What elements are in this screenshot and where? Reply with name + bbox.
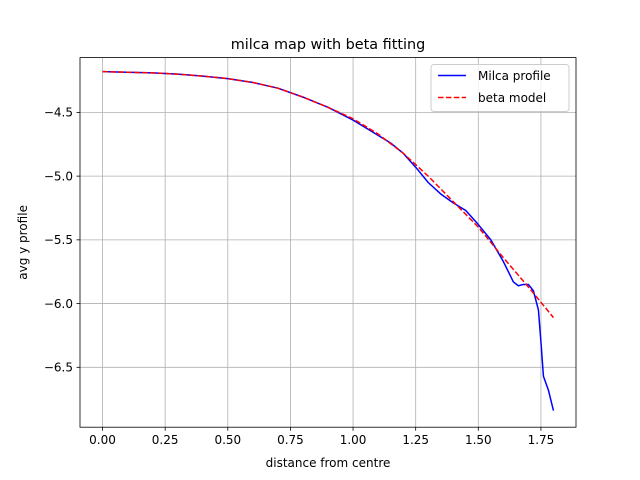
y-tick-label: −5.0 [44, 169, 73, 183]
x-tick-label: 1.00 [340, 433, 367, 447]
y-axis: −4.5 −5.0 −5.5 −6.0 −6.5 [44, 106, 80, 374]
x-tick-label: 1.50 [465, 433, 492, 447]
y-tick-label: −5.5 [44, 233, 73, 247]
y-tick-label: −6.5 [44, 360, 73, 374]
x-tick-label: 1.75 [528, 433, 555, 447]
legend-label-milca: Milca profile [478, 69, 551, 83]
y-tick-label: −6.0 [44, 297, 73, 311]
x-tick-label: 0.75 [277, 433, 304, 447]
y-axis-label: avg y profile [16, 205, 30, 280]
x-tick-label: 0.50 [214, 433, 241, 447]
milca-profile-line [102, 70, 555, 411]
x-tick-label: 0.25 [152, 433, 179, 447]
y-tick-label: −4.5 [44, 106, 73, 120]
chart-title: milca map with beta fitting [231, 37, 426, 53]
x-axis-label: distance from centre [266, 456, 391, 470]
x-axis: 0.00 0.25 0.50 0.75 1.00 1.25 1.50 1.75 [89, 427, 554, 447]
plot-frame [79, 57, 577, 428]
x-tick-label: 0.00 [89, 433, 116, 447]
legend-label-beta: beta model [478, 91, 546, 105]
legend: Milca profile beta model [430, 64, 570, 112]
series-layer [102, 70, 555, 411]
beta-model-line [102, 70, 555, 319]
x-tick-label: 1.25 [402, 433, 429, 447]
grid [80, 57, 576, 428]
